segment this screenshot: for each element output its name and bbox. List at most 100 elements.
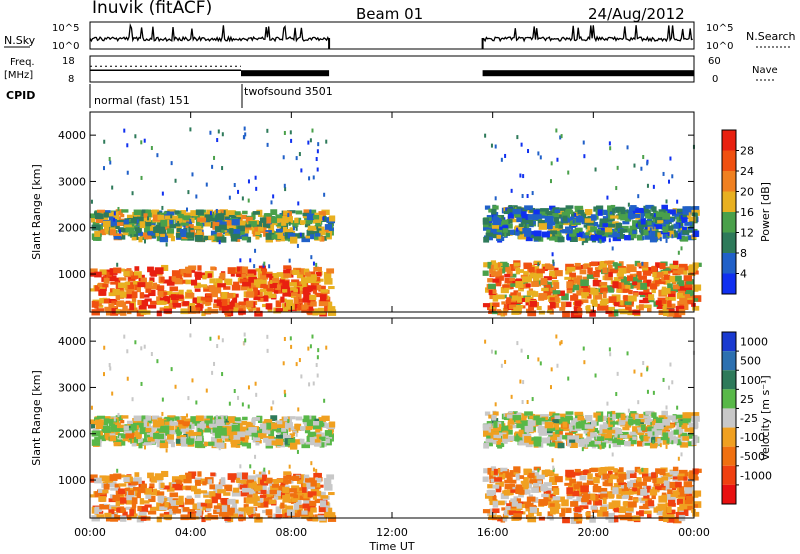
velocity-cell	[125, 433, 135, 439]
velocity-cell	[131, 501, 137, 508]
velocity-cell	[632, 436, 637, 440]
power-cell	[526, 193, 529, 198]
velocity-cell	[263, 501, 268, 507]
power-cell	[239, 258, 242, 263]
power-cell	[642, 155, 645, 160]
velocity-cell	[291, 485, 300, 491]
velocity-cell	[483, 428, 489, 434]
power-cell	[275, 214, 283, 219]
velocity-cell	[171, 476, 181, 483]
power-cell	[103, 139, 106, 144]
power-cell	[224, 232, 232, 236]
power-cell	[266, 216, 272, 224]
power-cell	[552, 259, 555, 264]
velocity-cell	[516, 341, 519, 346]
power-cell	[123, 128, 126, 133]
velocity-cell	[570, 417, 576, 425]
velocity-cell	[656, 510, 664, 516]
power-cell	[170, 161, 173, 166]
velocity-cell	[91, 422, 96, 429]
power-cell	[297, 201, 300, 206]
power-cell	[180, 231, 187, 237]
power-cell	[626, 145, 629, 150]
velocity-cell	[180, 474, 186, 481]
power-cell	[615, 282, 622, 289]
power-cell	[579, 299, 589, 303]
power-cell	[681, 217, 688, 223]
power-cell	[567, 170, 570, 175]
velocity-cell	[204, 441, 212, 447]
velocity-cell	[496, 442, 505, 448]
power-cell	[113, 267, 122, 274]
velocity-cell	[552, 413, 560, 418]
power-cell	[143, 213, 148, 219]
power-cell	[269, 293, 276, 298]
power-cell	[314, 233, 321, 237]
colorbar-tick-label: 28	[740, 145, 754, 158]
power-cell	[263, 213, 273, 218]
power-cell	[630, 284, 640, 289]
velocity-cell	[134, 472, 140, 477]
velocity-cell	[559, 512, 566, 517]
power-cell	[243, 135, 246, 140]
power-cell	[531, 281, 539, 287]
power-cell	[216, 138, 219, 143]
power-cell	[533, 230, 542, 237]
velocity-cell	[275, 506, 282, 514]
power-cell	[642, 297, 650, 304]
power-cell	[138, 305, 147, 310]
power-cell	[592, 279, 602, 287]
power-cell	[592, 288, 599, 296]
power-cell	[560, 134, 563, 139]
velocity-cell	[662, 419, 670, 426]
power-cell	[593, 206, 601, 212]
y-tick-label: 2000	[58, 222, 86, 235]
velocity-cell	[590, 493, 596, 501]
power-cell	[673, 232, 678, 238]
power-cell	[117, 291, 127, 298]
velocity-cell	[692, 468, 699, 475]
velocity-cell	[492, 508, 500, 513]
velocity-cell	[307, 431, 317, 437]
velocity-cell	[241, 442, 248, 447]
power-cell	[546, 291, 552, 296]
power-cell	[637, 262, 644, 267]
velocity-cell	[282, 361, 285, 366]
velocity-cell	[626, 470, 635, 474]
velocity-cell	[113, 423, 116, 428]
power-cell	[233, 281, 240, 287]
velocity-cell	[646, 367, 649, 372]
power-cell	[502, 309, 508, 316]
velocity-cell	[231, 424, 240, 432]
velocity-cell	[633, 484, 643, 490]
velocity-cell	[167, 434, 175, 440]
velocity-cell	[539, 361, 542, 366]
power-cell	[196, 303, 202, 310]
power-cell	[684, 285, 693, 292]
power-cell	[543, 276, 552, 281]
velocity-cell	[253, 470, 256, 475]
y-tick-label: 4000	[58, 129, 86, 142]
velocity-cell	[170, 420, 173, 425]
power-cell	[113, 217, 116, 222]
velocity-cell	[216, 344, 219, 349]
velocity-cell	[620, 491, 629, 496]
velocity-cell	[630, 480, 638, 488]
power-cell	[180, 222, 189, 226]
power-cell	[94, 301, 99, 308]
power-cell	[236, 229, 245, 235]
power-cell	[164, 229, 167, 234]
power-cell	[616, 165, 619, 170]
velocity-cell	[604, 431, 613, 439]
power-cell	[667, 300, 672, 308]
power-cell	[186, 207, 189, 212]
power-cell	[580, 232, 590, 239]
power-cell	[503, 210, 510, 215]
velocity-cell	[160, 425, 168, 433]
power-cell	[233, 183, 236, 188]
velocity-cell	[234, 417, 241, 422]
power-cell	[314, 292, 322, 298]
power-cell	[153, 226, 160, 233]
power-cell	[618, 267, 627, 274]
